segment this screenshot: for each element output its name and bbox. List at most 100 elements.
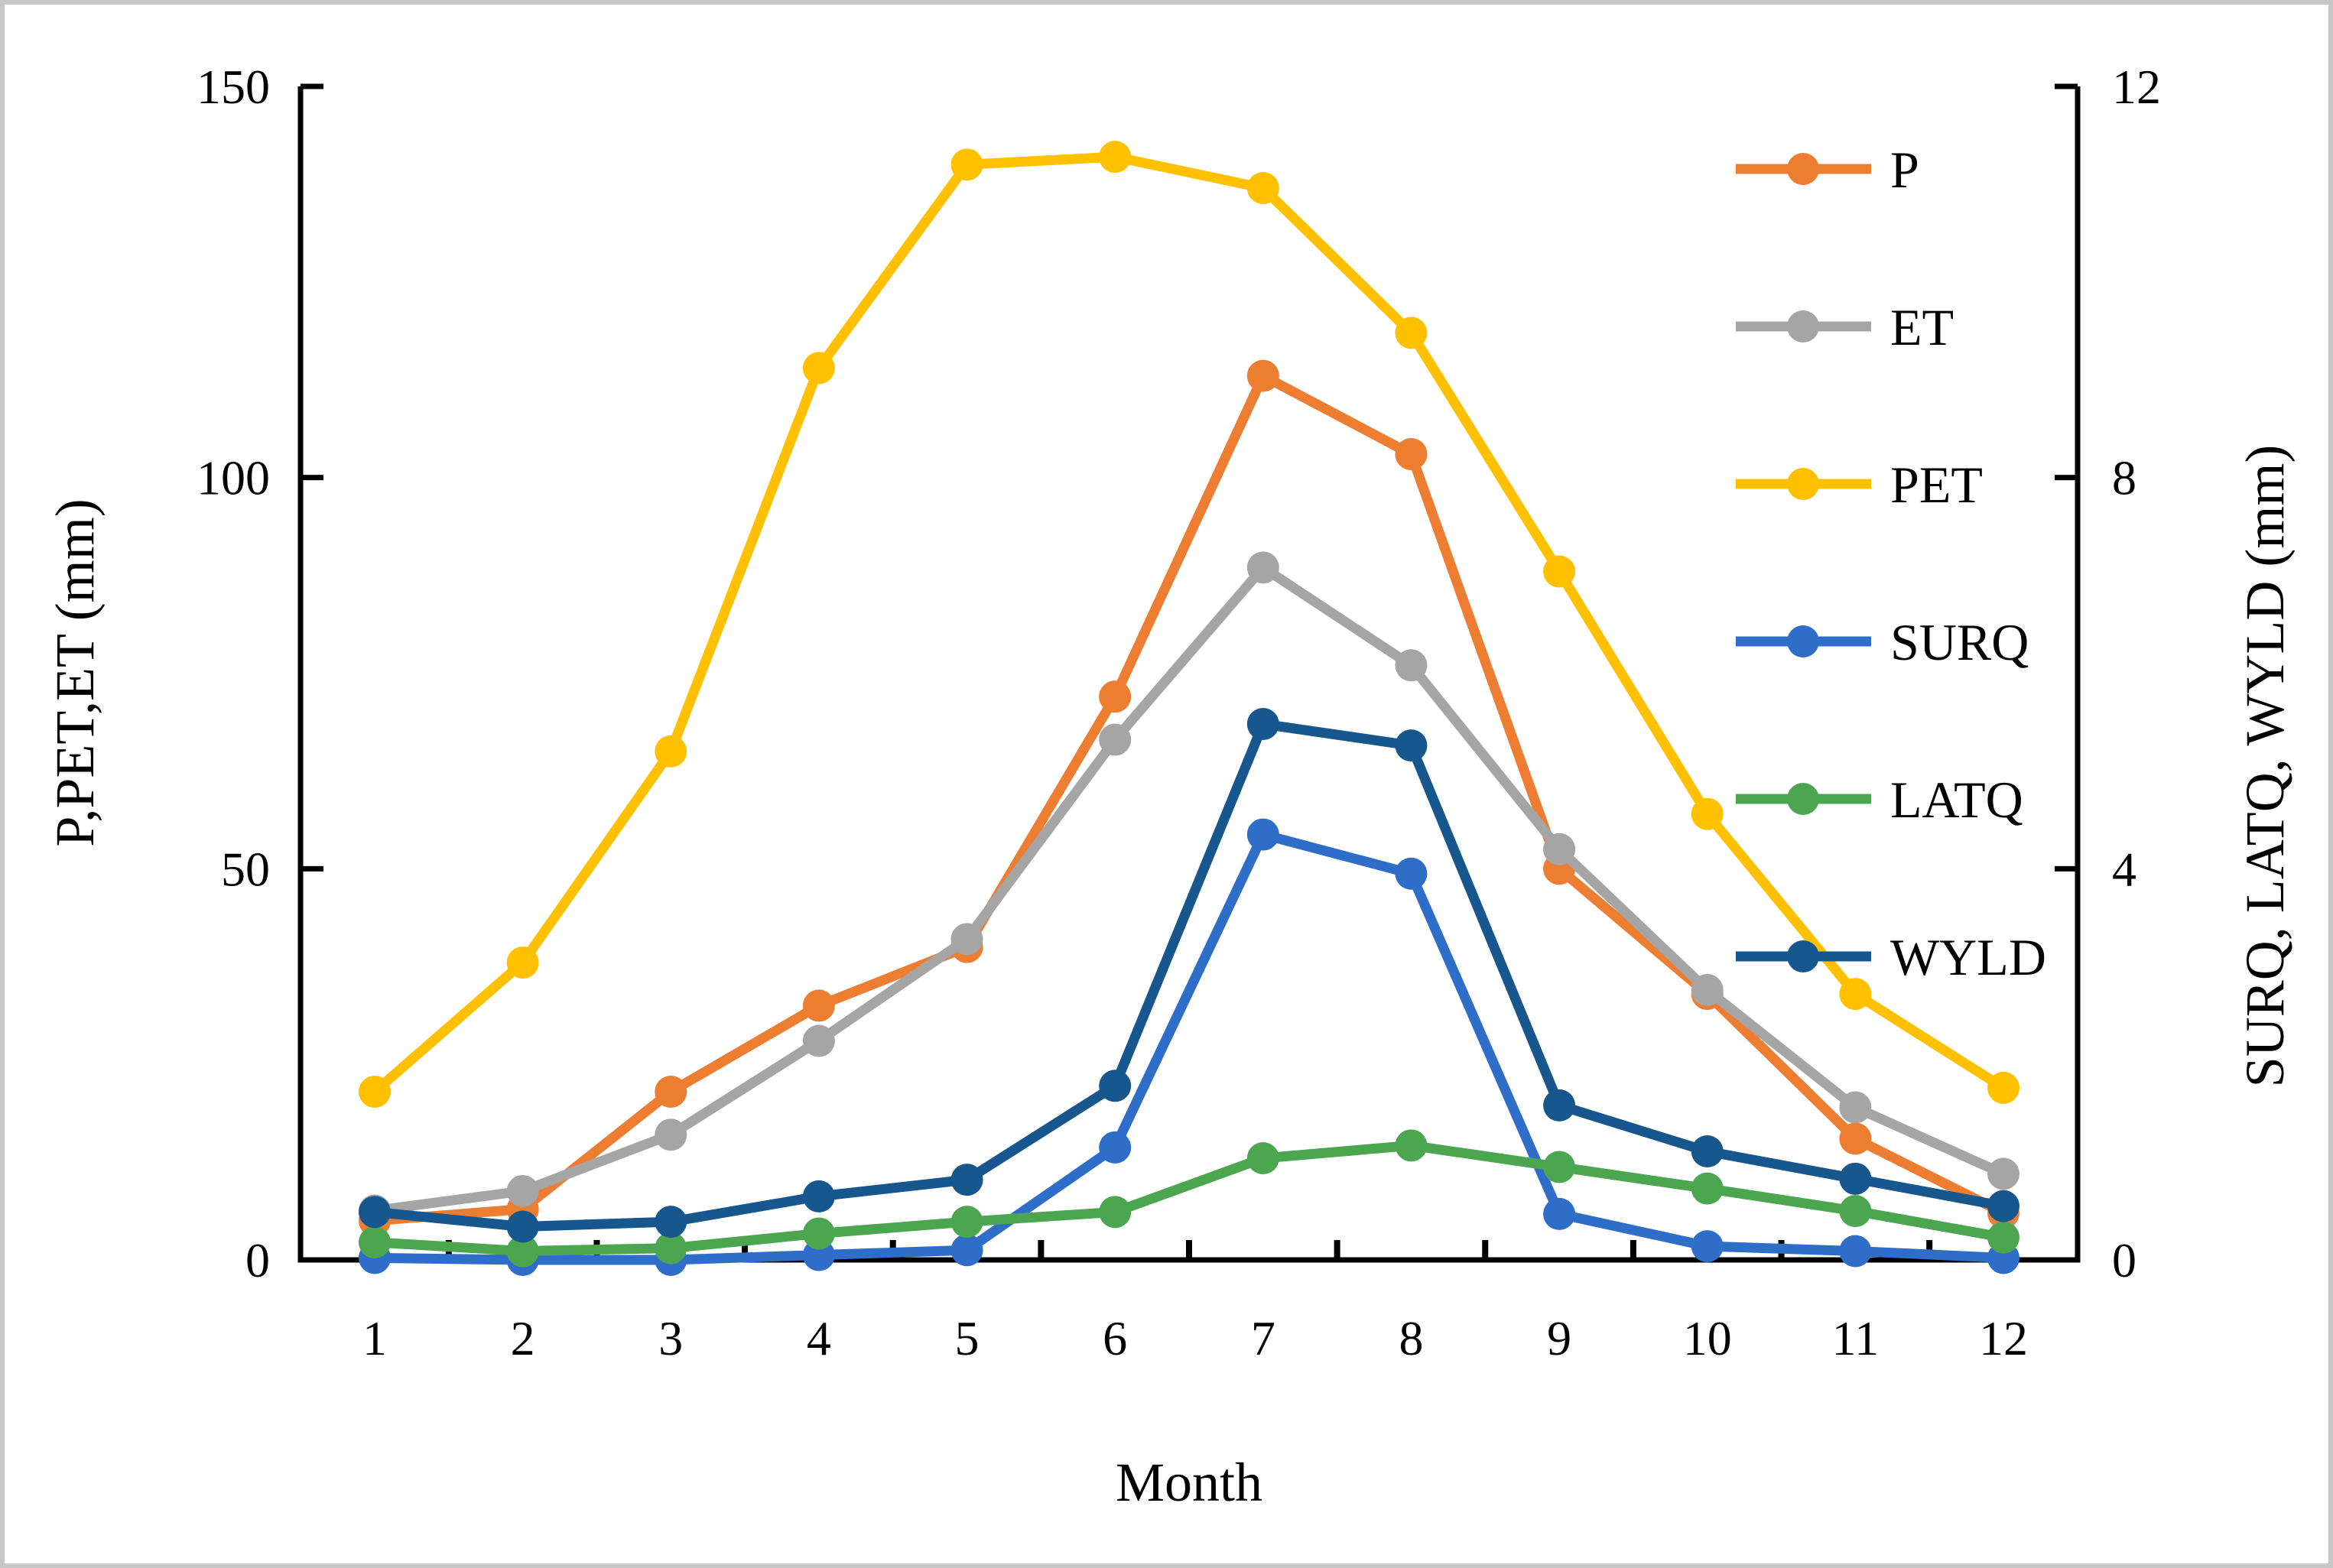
series-marker-pet bbox=[1987, 1071, 2019, 1104]
x-axis-tick-label: 7 bbox=[1251, 1311, 1275, 1365]
series-marker-wyld bbox=[655, 1206, 687, 1238]
series-marker-latq bbox=[1839, 1195, 1872, 1228]
legend-marker-pet bbox=[1787, 468, 1819, 500]
series-marker-p bbox=[1395, 437, 1428, 470]
left-axis-tick-label: 50 bbox=[221, 842, 270, 896]
legend-label-pet: PET bbox=[1890, 456, 1983, 514]
series-marker-pet bbox=[1099, 141, 1132, 174]
left-axis-tick-label: 150 bbox=[197, 60, 270, 114]
legend-marker-latq bbox=[1787, 783, 1819, 815]
series-marker-p bbox=[802, 989, 835, 1022]
x-axis-tick-label: 3 bbox=[658, 1311, 683, 1365]
series-marker-wyld bbox=[359, 1196, 391, 1229]
x-axis-tick-label: 5 bbox=[955, 1311, 980, 1365]
series-marker-surq bbox=[1246, 818, 1279, 851]
legend-marker-p bbox=[1787, 153, 1819, 185]
legend-label-et: ET bbox=[1890, 298, 1954, 356]
series-marker-latq bbox=[1543, 1151, 1576, 1183]
series-marker-et bbox=[506, 1174, 539, 1207]
series-marker-pet bbox=[1691, 797, 1724, 830]
legend-marker-surq bbox=[1787, 625, 1819, 657]
x-axis-tick-label: 10 bbox=[1683, 1311, 1732, 1365]
series-marker-wyld bbox=[1543, 1089, 1576, 1122]
series-line-latq bbox=[369, 1140, 2009, 1256]
legend-label-p: P bbox=[1890, 141, 1919, 199]
series-marker-pet bbox=[1395, 317, 1428, 349]
left-axis-tick-label: 100 bbox=[197, 451, 270, 505]
series-marker-pet bbox=[506, 946, 539, 979]
series-marker-latq bbox=[506, 1235, 539, 1268]
series-marker-latq bbox=[359, 1226, 391, 1258]
x-axis-tick-label: 12 bbox=[1979, 1311, 2028, 1365]
series-marker-et bbox=[1987, 1157, 2019, 1190]
series-marker-p bbox=[1246, 359, 1279, 392]
x-axis-tick-label: 9 bbox=[1547, 1311, 1571, 1365]
series-marker-et bbox=[1839, 1091, 1872, 1124]
series-marker-wyld bbox=[950, 1164, 983, 1196]
series-marker-et bbox=[1543, 833, 1576, 865]
right-axis-tick-label: 12 bbox=[2112, 60, 2161, 114]
series-marker-p bbox=[1839, 1122, 1872, 1155]
series-marker-surq bbox=[1099, 1131, 1132, 1164]
series-marker-wyld bbox=[802, 1180, 835, 1213]
series-marker-latq bbox=[802, 1217, 835, 1250]
x-axis-tick-label: 4 bbox=[807, 1311, 831, 1365]
series-marker-et bbox=[802, 1024, 835, 1057]
legend-label-surq: SURQ bbox=[1890, 613, 2029, 671]
series-marker-surq bbox=[1839, 1235, 1872, 1268]
series-marker-latq bbox=[655, 1232, 687, 1264]
x-axis-tick-label: 2 bbox=[511, 1311, 535, 1365]
series-marker-wyld bbox=[1246, 708, 1279, 741]
series-marker-latq bbox=[1099, 1196, 1132, 1229]
series-marker-wyld bbox=[1839, 1162, 1872, 1195]
series-marker-et bbox=[950, 923, 983, 956]
series-line-pet bbox=[369, 151, 2009, 1097]
right-axis-title: SURQ, LATQ, WYLD (mm) bbox=[2234, 445, 2296, 1088]
right-axis-tick-label: 8 bbox=[2112, 451, 2136, 505]
series-marker-latq bbox=[1987, 1221, 2019, 1254]
series-marker-latq bbox=[950, 1206, 983, 1238]
series-marker-surq bbox=[1543, 1197, 1576, 1230]
series-marker-latq bbox=[1246, 1141, 1279, 1174]
series-marker-p bbox=[1099, 680, 1132, 713]
right-axis-tick-label: 0 bbox=[2112, 1233, 2136, 1287]
x-axis-tick-label: 1 bbox=[362, 1311, 387, 1365]
series-marker-wyld bbox=[1691, 1135, 1724, 1168]
series-marker-wyld bbox=[506, 1210, 539, 1243]
left-axis-title: P,PET,ET (mm) bbox=[44, 498, 106, 846]
series-marker-pet bbox=[1246, 172, 1279, 205]
x-axis-tick-label: 6 bbox=[1103, 1311, 1127, 1365]
legend-marker-wyld bbox=[1787, 940, 1819, 972]
series-marker-pet bbox=[950, 148, 983, 181]
series-line-p bbox=[369, 371, 2009, 1226]
x-axis-tick-label: 8 bbox=[1399, 1311, 1423, 1365]
series-marker-surq bbox=[1691, 1230, 1724, 1263]
series-line-wyld bbox=[369, 719, 2009, 1232]
series-marker-pet bbox=[655, 735, 687, 768]
x-axis-tick-label: 11 bbox=[1832, 1311, 1880, 1365]
series-marker-wyld bbox=[1987, 1190, 2019, 1222]
series-marker-et bbox=[1395, 649, 1428, 682]
series-marker-wyld bbox=[1395, 729, 1428, 762]
x-axis-title: Month bbox=[1116, 1452, 1262, 1513]
series-marker-pet bbox=[802, 352, 835, 385]
series-marker-latq bbox=[1691, 1172, 1724, 1205]
legend-label-wyld: WYLD bbox=[1890, 928, 2046, 986]
series-marker-et bbox=[655, 1118, 687, 1151]
series-line-surq bbox=[369, 829, 2009, 1265]
series-marker-surq bbox=[1395, 857, 1428, 890]
right-axis-tick-label: 4 bbox=[2112, 842, 2136, 896]
legend-marker-et bbox=[1787, 310, 1819, 342]
series-line-et bbox=[369, 562, 2009, 1216]
series-marker-wyld bbox=[1099, 1070, 1132, 1102]
series-marker-surq bbox=[950, 1234, 983, 1267]
series-marker-et bbox=[1246, 551, 1279, 584]
series-marker-pet bbox=[1543, 555, 1576, 588]
series-marker-pet bbox=[1839, 978, 1872, 1011]
series-marker-et bbox=[1099, 723, 1132, 756]
series-marker-et bbox=[1691, 973, 1724, 1006]
legend-label-latq: LATQ bbox=[1890, 771, 2023, 829]
